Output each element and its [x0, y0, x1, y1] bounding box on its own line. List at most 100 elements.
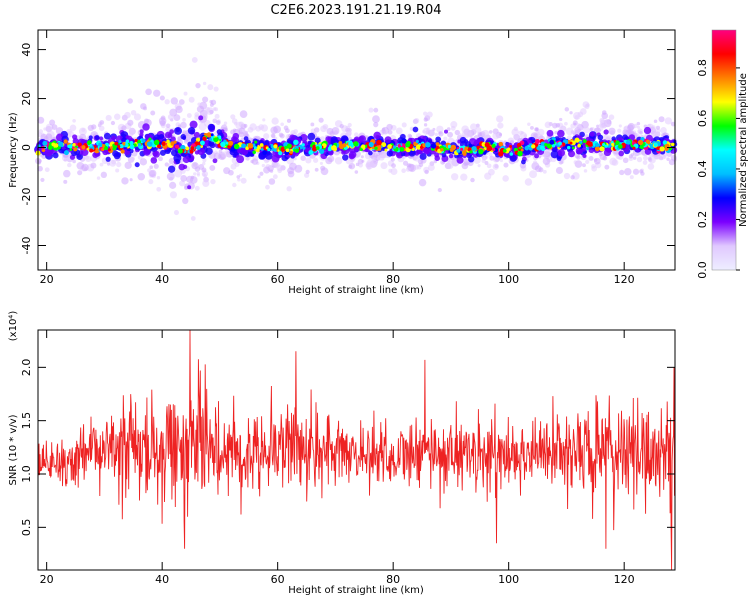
spectral-halo-mark	[573, 112, 581, 120]
spectral-ridge-mark	[256, 145, 261, 150]
spectral-ridge-mark	[440, 148, 444, 152]
spectral-halo-mark	[582, 126, 590, 134]
spectral-body-mark	[340, 135, 349, 143]
spectral-body-mark	[193, 131, 200, 138]
spectral-ridge-mark	[531, 144, 536, 149]
spectral-halo-mark	[250, 159, 254, 164]
spectral-body-mark	[358, 136, 364, 142]
spectral-halo-mark	[570, 175, 575, 180]
spectral-body-mark	[509, 154, 517, 162]
spectral-halo-mark	[436, 125, 444, 133]
spectral-body-mark	[187, 185, 192, 190]
spectral-halo-mark	[272, 174, 278, 180]
spectral-halo-mark	[619, 169, 625, 176]
spectral-halo-mark	[609, 157, 618, 166]
spectral-halo-mark	[499, 159, 503, 163]
spectral-halo-mark	[503, 162, 509, 168]
spectral-body-mark	[164, 131, 172, 139]
spectral-ridge-mark	[110, 146, 113, 149]
spectral-halo-mark	[150, 110, 156, 116]
spectral-body-mark	[72, 134, 78, 140]
spectral-halo-mark	[78, 127, 87, 136]
spectral-halo-mark	[461, 162, 469, 170]
spectral-halo-mark	[169, 181, 177, 189]
spectral-ridge-mark	[392, 145, 397, 149]
spectral-ridge-mark	[220, 141, 226, 148]
spectral-ridge-mark	[42, 140, 48, 146]
spectral-ridge-mark	[233, 143, 240, 150]
spectral-halo-mark	[215, 120, 221, 125]
spectral-body-mark	[208, 140, 215, 147]
spectral-ridge-mark	[602, 143, 606, 147]
spectral-halo-mark	[63, 169, 71, 178]
spectrogram-y-label: Frequency (Hz)	[8, 112, 19, 188]
spectral-ridge-mark	[425, 142, 431, 148]
spectral-halo-mark	[100, 171, 108, 179]
spectral-ridge-mark	[177, 148, 183, 154]
spectral-body-mark	[434, 152, 440, 158]
spectral-ridge-mark	[166, 142, 171, 147]
spectral-ridge-mark	[308, 150, 314, 155]
spectral-halo-mark	[127, 119, 134, 126]
x-tick-label: 100	[498, 273, 519, 286]
spectral-halo-mark	[432, 127, 436, 131]
spectral-ridge-mark	[73, 147, 78, 152]
spectral-body-mark	[236, 155, 245, 164]
spectral-halo-mark	[212, 118, 218, 124]
spectral-ridge-mark	[468, 143, 473, 148]
spectral-ridge-mark	[118, 140, 122, 144]
spectral-ridge-mark	[381, 142, 387, 148]
spectral-halo-mark	[647, 156, 652, 161]
spectral-ridge-mark	[225, 141, 229, 145]
spectral-halo-mark	[45, 133, 53, 141]
spectral-halo-mark	[249, 123, 257, 131]
spectral-halo-mark	[40, 177, 45, 183]
spectral-body-mark	[597, 134, 604, 141]
spectral-body-mark	[551, 146, 558, 152]
colorbar-label: Normalized spectral amplitude	[738, 73, 749, 227]
spectral-halo-mark	[99, 162, 104, 167]
spectral-body-mark	[169, 129, 175, 134]
spectral-halo-mark	[593, 158, 598, 162]
spectral-halo-mark	[201, 167, 207, 173]
spectral-ridge-mark	[228, 140, 234, 146]
spectral-ridge-mark	[53, 143, 59, 148]
spectral-halo-mark	[202, 158, 207, 163]
spectral-body-mark	[237, 148, 242, 154]
snr-panel: 20 40 60 80 100 120 0.5 1.0 1.5 2.0 Height of st…	[8, 311, 676, 596]
spectral-body-mark	[198, 115, 204, 121]
spectral-ridge-mark	[348, 141, 354, 147]
spectral-ridge-mark	[271, 148, 274, 152]
spectral-halo-mark	[532, 160, 538, 165]
spectral-ridge-mark	[577, 143, 581, 148]
spectral-ridge-mark	[289, 150, 293, 154]
spectral-halo-mark	[470, 177, 475, 183]
spectral-halo-mark	[262, 118, 266, 122]
spectral-body-mark	[373, 131, 381, 140]
spectral-ridge-mark	[104, 146, 109, 151]
spectral-halo-mark	[566, 135, 572, 141]
spectral-ridge-mark	[81, 145, 86, 150]
spectral-halo-mark	[148, 179, 154, 185]
spectral-halo-mark	[653, 119, 658, 124]
colorbar: 0.0 0.2 0.4 0.6 0.8 Normalized spectral ampl…	[696, 29, 749, 279]
spectral-halo-mark	[277, 168, 283, 174]
snr-x-axis: 20 40 60 80 100 120	[40, 330, 635, 586]
spectral-ridge-mark	[161, 141, 166, 146]
spectral-halo-mark	[368, 107, 374, 113]
spectral-ridge-mark	[387, 144, 393, 150]
spectral-halo-mark	[564, 107, 570, 112]
y-tick-label: -40	[20, 237, 33, 255]
spectral-body-mark	[556, 156, 562, 162]
spectral-body-mark	[232, 132, 240, 140]
spectral-body-mark	[611, 136, 616, 141]
spectral-ridge-mark	[213, 137, 219, 142]
spectral-halo-mark	[232, 182, 237, 188]
spectral-body-mark	[178, 163, 186, 171]
spectral-ridge-mark	[361, 144, 366, 149]
spectral-halo-mark	[390, 167, 398, 175]
spectral-halo-mark	[325, 157, 333, 165]
spectral-body-mark	[567, 150, 576, 158]
spectral-halo-mark	[269, 169, 274, 173]
y-tick-label: 20	[20, 92, 33, 106]
